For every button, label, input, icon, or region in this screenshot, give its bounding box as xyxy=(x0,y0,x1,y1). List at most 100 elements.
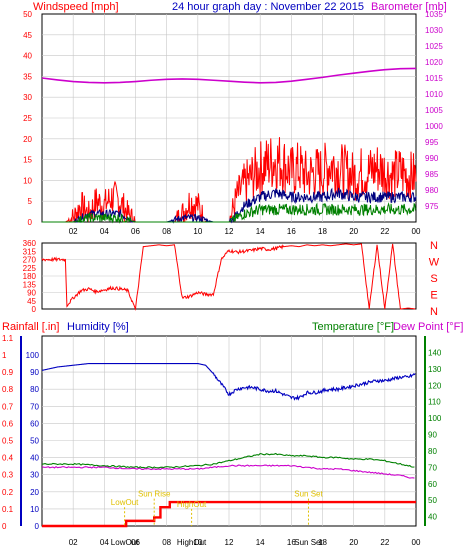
direction-degree-tick-label: 0 xyxy=(32,305,37,314)
humidity-tick-label: 80 xyxy=(30,385,39,394)
wind-hour-tick-label: 14 xyxy=(256,227,265,236)
lower-series xyxy=(41,362,416,528)
windspeed-tick-label: 25 xyxy=(23,114,32,123)
humidity-tick-label: 100 xyxy=(26,351,40,360)
temperature-tick-label: 70 xyxy=(428,463,437,472)
annotation-label: Sun Set xyxy=(294,490,323,499)
lower-hour-tick-label: 02 xyxy=(69,538,78,547)
rainfall-tick-label: 0.7 xyxy=(2,402,14,411)
direction-series xyxy=(41,243,416,311)
barometer-tick-labels: 975 980 985 990 995 1000 1005 1010 1015 1020 1025 1… xyxy=(425,10,443,211)
windspeed-tick-label: 50 xyxy=(23,10,32,19)
lower-panel-grid xyxy=(42,336,416,526)
wind-series xyxy=(41,67,417,224)
barometer-tick-label: 1020 xyxy=(425,58,443,67)
temperature-tick-label: 50 xyxy=(428,496,437,505)
direction-degree-tick-label: 90 xyxy=(27,289,36,298)
wind-hour-tick-label: 22 xyxy=(380,227,389,236)
direction-degree-tick-label: 315 xyxy=(23,247,37,256)
lower-hour-tick-label: 06 xyxy=(131,538,140,547)
wind-hour-tick-label: 02 xyxy=(69,227,78,236)
windspeed-tick-labels: 0 5 10 15 20 25 30 35 40 45 50 xyxy=(23,10,32,227)
humidity-tick-label: 70 xyxy=(30,402,39,411)
humidity-tick-label: 60 xyxy=(30,419,39,428)
lower-hour-tick-label: 18 xyxy=(318,538,327,547)
windspeed-tick-label: 5 xyxy=(28,197,33,206)
bottom-marker-label: LowOut xyxy=(111,538,139,547)
series-humidity xyxy=(41,362,416,401)
barometer-tick-label: 1030 xyxy=(425,26,443,35)
humidity-tick-label: 30 xyxy=(30,471,39,480)
compass-label-n: N xyxy=(430,306,438,318)
lower-hour-tick-label: 04 xyxy=(100,538,109,547)
temperature-tick-label: 110 xyxy=(428,398,441,407)
rainfall-tick-label: 0.5 xyxy=(2,437,14,446)
wind-hour-tick-labels: 02 04 06 08 10 12 14 16 18 20 22 00 xyxy=(69,227,421,236)
temperature-tick-label: 140 xyxy=(428,348,442,357)
humidity-legend: Humidity [%] xyxy=(67,321,129,333)
temperature-tick-labels: 40 50 60 70 80 90 100 110 120 130 140 xyxy=(428,348,442,521)
dew-point-legend: Dew Point [°F] xyxy=(393,321,463,333)
series-low xyxy=(42,202,417,224)
direction-degree-tick-label: 225 xyxy=(23,264,37,273)
compass-label-w: W xyxy=(429,257,440,269)
direction-panel-grid xyxy=(42,259,416,293)
direction-degree-tick-label: 135 xyxy=(23,280,37,289)
windspeed-tick-label: 30 xyxy=(23,93,32,102)
wind-hour-tick-label: 04 xyxy=(100,227,109,236)
barometer-tick-label: 1000 xyxy=(425,122,443,131)
rainfall-tick-label: 0.3 xyxy=(2,471,14,480)
barometer-tick-label: 995 xyxy=(425,138,439,147)
humidity-tick-label: 20 xyxy=(30,488,39,497)
barometer-tick-label: 1010 xyxy=(425,90,443,99)
lower-hour-tick-label: 22 xyxy=(380,538,389,547)
rainfall-tick-label: 1 xyxy=(2,351,7,360)
direction-degree-tick-label: 360 xyxy=(23,239,37,248)
compass-label-n: N xyxy=(430,240,438,252)
temperature-tick-label: 120 xyxy=(428,381,442,390)
chart-title: 24 hour graph day : November 22 2015 xyxy=(172,1,364,13)
wind-hour-tick-label: 00 xyxy=(412,227,421,236)
barometer-tick-label: 985 xyxy=(425,170,439,179)
rainfall-tick-label: 0.8 xyxy=(2,385,14,394)
rainfall-tick-label: 0.4 xyxy=(2,454,14,463)
humidity-tick-label: 40 xyxy=(30,454,39,463)
annotation-label: LowOut xyxy=(111,498,139,507)
wind-hour-tick-label: 16 xyxy=(287,227,296,236)
direction-degree-tick-label: 180 xyxy=(23,272,37,281)
annotation-label: HighOut xyxy=(177,500,207,509)
rainfall-tick-label: 0.2 xyxy=(2,488,14,497)
direction-degree-tick-label: 45 xyxy=(27,297,36,306)
rainfall-tick-label: 0.6 xyxy=(2,419,14,428)
series-temperature-f xyxy=(41,452,415,469)
rainfall-tick-label: 0.1 xyxy=(2,505,14,514)
series-rainfall-in xyxy=(42,500,416,528)
windspeed-tick-label: 10 xyxy=(23,176,32,185)
bottom-marker-label: Sun Set xyxy=(294,538,323,547)
temperature-tick-label: 90 xyxy=(428,431,437,440)
humidity-tick-label: 0 xyxy=(35,522,40,531)
series-dew-point-f xyxy=(41,464,415,479)
barometer-tick-label: 990 xyxy=(425,154,439,163)
rainfall-tick-label: 1.1 xyxy=(2,334,14,343)
humidity-temperature-rain-panel: 0 0.1 0.2 0.3 0.4 0.5 0.6 0.7 0.8 0.9 1 1.1 0 10 20 30… xyxy=(2,334,442,547)
lower-hour-tick-label: 20 xyxy=(349,538,358,547)
direction-degree-tick-label: 270 xyxy=(23,256,37,265)
wind-hour-tick-label: 20 xyxy=(349,227,358,236)
wind-hour-tick-label: 08 xyxy=(162,227,171,236)
windspeed-tick-label: 20 xyxy=(23,135,32,144)
compass-label-s: S xyxy=(430,273,437,285)
windspeed-tick-label: 45 xyxy=(23,31,32,40)
barometer-tick-label: 980 xyxy=(425,186,439,195)
lower-hour-tick-label: 16 xyxy=(287,538,296,547)
series-barometer-mb xyxy=(41,67,417,84)
barometer-tick-label: 1015 xyxy=(425,74,443,83)
barometer-tick-label: 1035 xyxy=(425,10,443,19)
barometer-tick-label: 975 xyxy=(425,202,439,211)
humidity-tick-labels: 0 10 20 30 40 50 60 70 80 90 100 xyxy=(26,351,40,531)
